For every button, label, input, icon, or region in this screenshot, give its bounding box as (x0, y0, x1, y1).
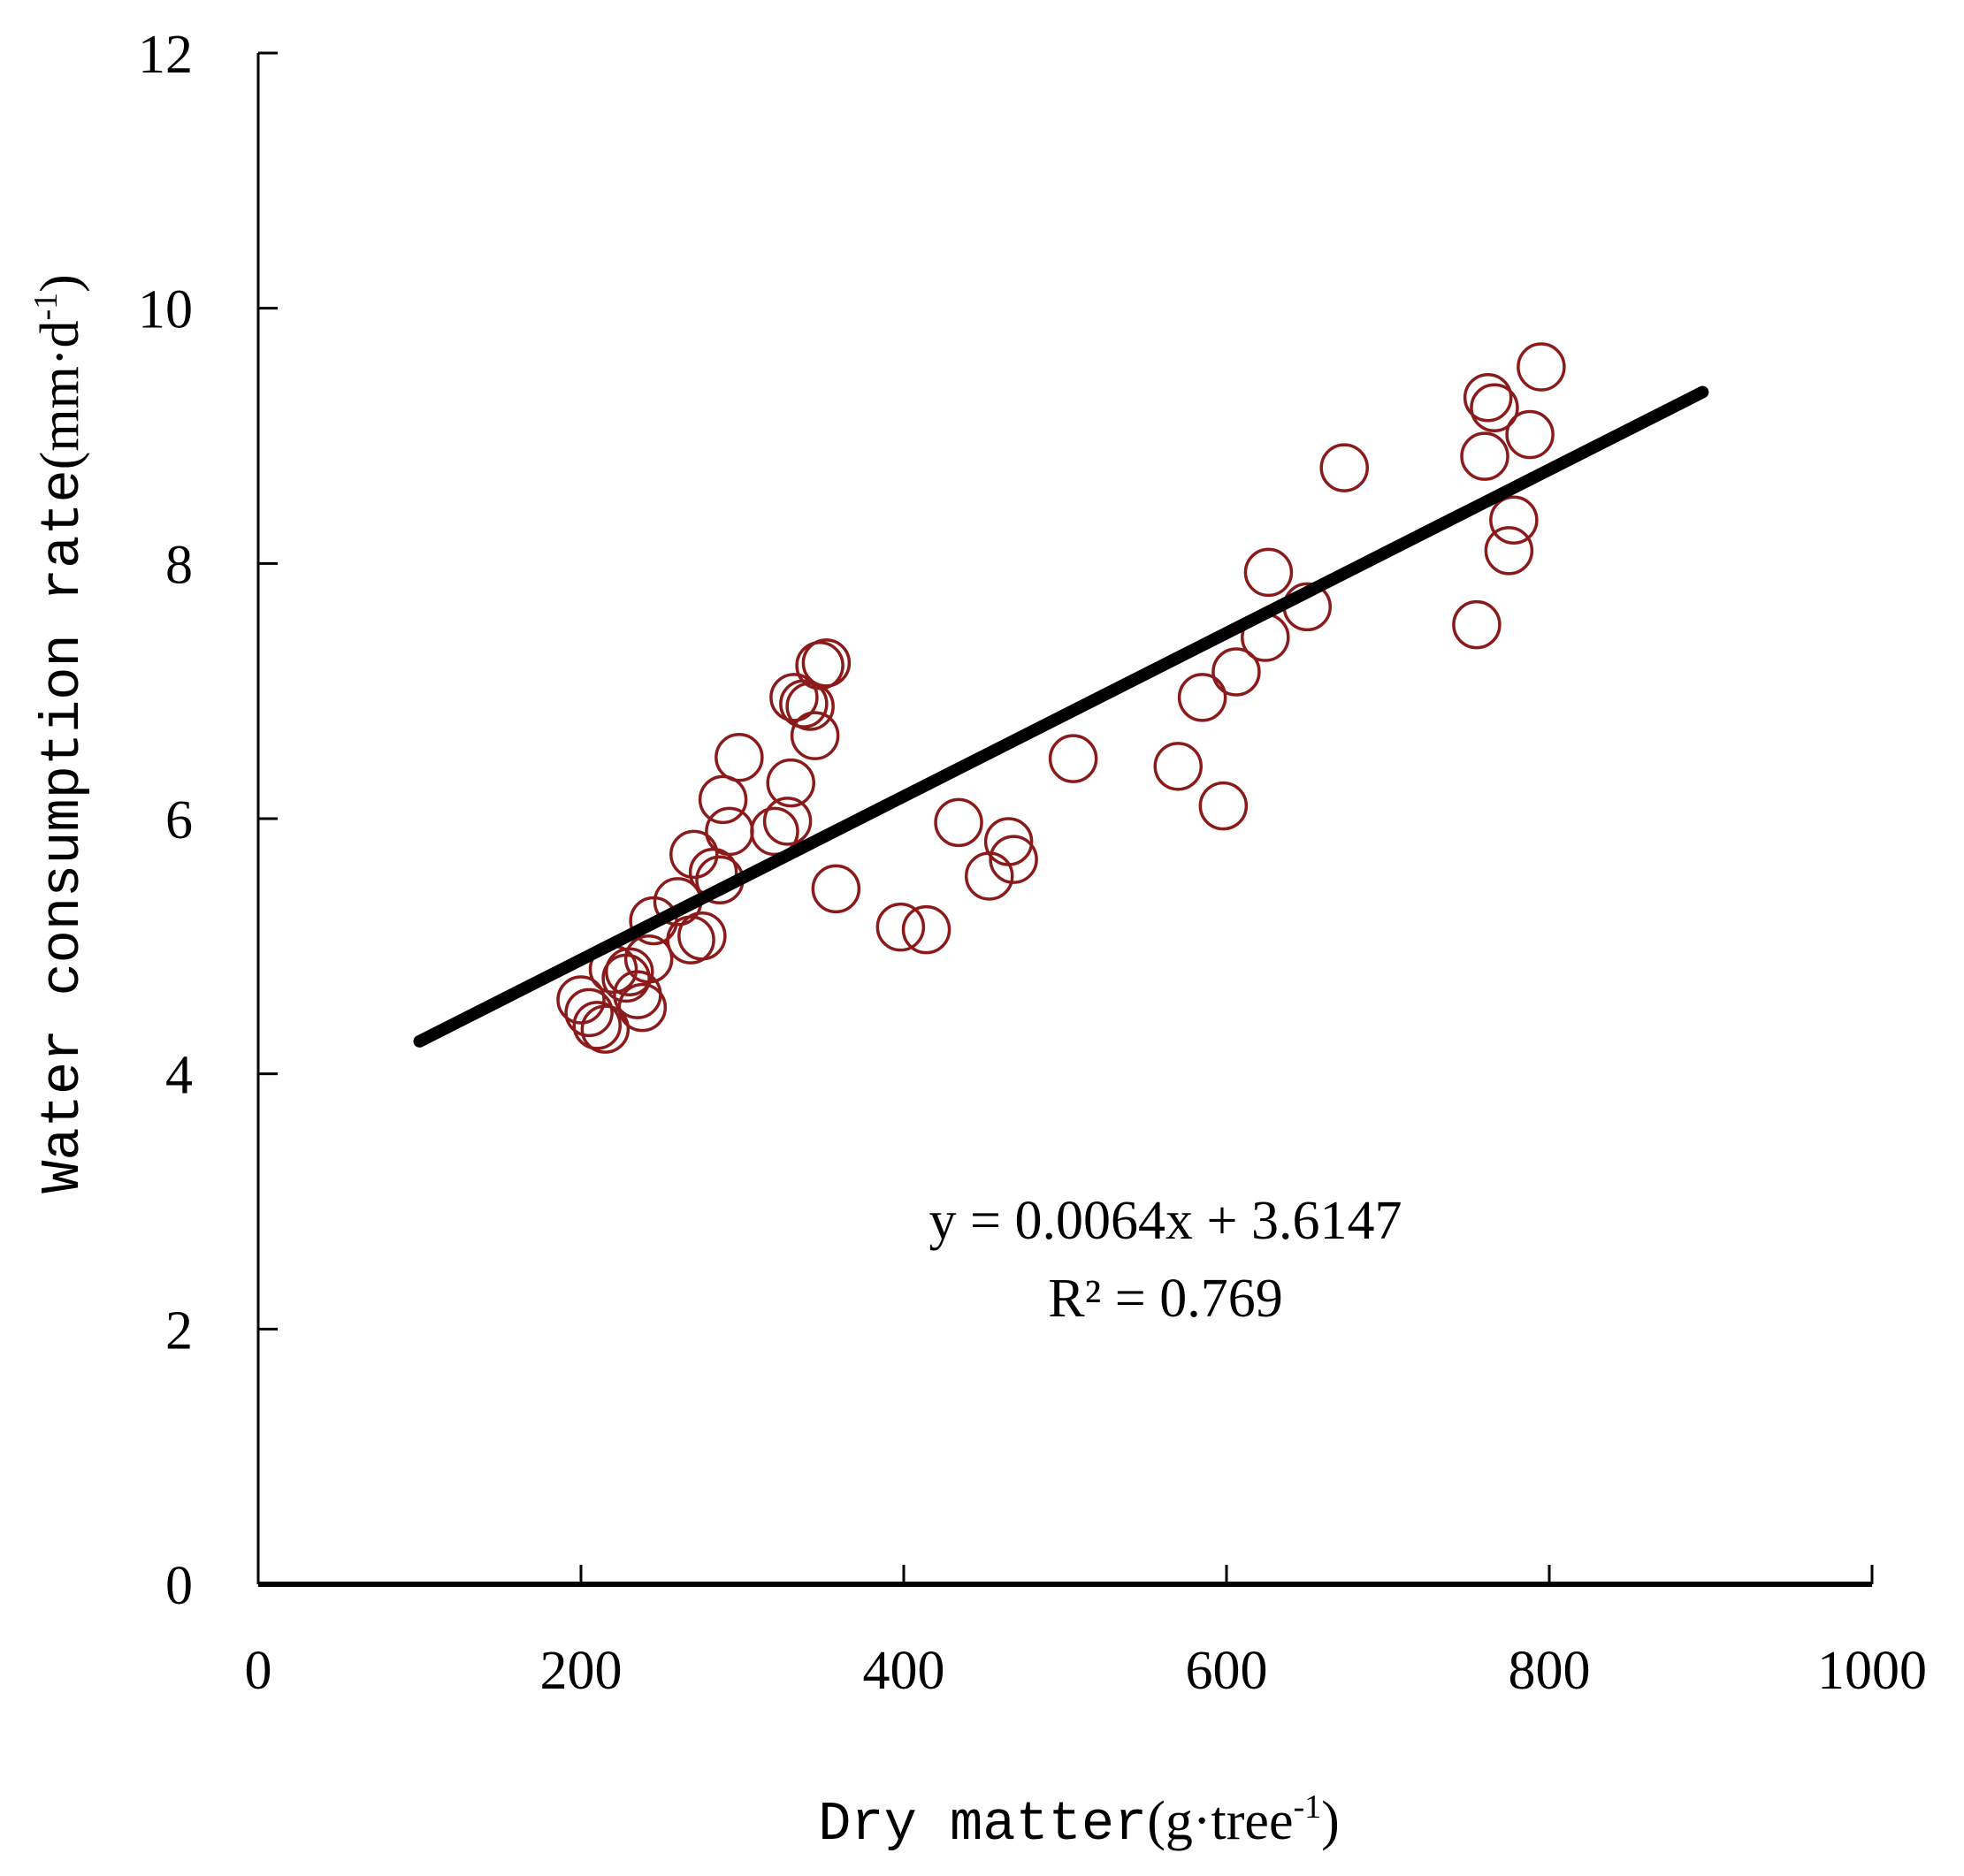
x-tick-label: 800 (1509, 1641, 1591, 1701)
y-tick-label: 4 (165, 1046, 193, 1106)
data-point (901, 904, 951, 955)
data-point (1460, 431, 1509, 481)
x-tick-label: 200 (540, 1641, 623, 1701)
data-point (1463, 372, 1513, 423)
x-axis-title-exponent: -1 (1293, 1788, 1321, 1826)
data-point (705, 806, 754, 857)
data-point (564, 988, 614, 1038)
x-axis-title-main: Dry matter (818, 1793, 1147, 1856)
y-axis-title-main: Water consumption rate (32, 469, 95, 1193)
data-point (580, 1004, 630, 1054)
axis-ticks: 0 2 4 6 8 10 12 0 200 400 600 800 1000 (138, 25, 1927, 1701)
data-point (1319, 443, 1369, 492)
data-point (1452, 599, 1502, 650)
data-point (934, 797, 983, 848)
x-tick-label: 400 (863, 1641, 945, 1701)
data-point (556, 975, 606, 1025)
trendline (413, 385, 1709, 1048)
x-tick-label: 600 (1186, 1641, 1268, 1701)
y-tick-label: 8 (165, 535, 193, 595)
data-point (750, 806, 799, 857)
data-point (811, 864, 861, 914)
data-point (1198, 781, 1249, 831)
data-point (623, 934, 674, 984)
axes (256, 53, 1872, 1587)
data-point (1177, 673, 1227, 722)
data-point (1489, 495, 1539, 545)
data-point (677, 911, 727, 961)
data-point (1517, 342, 1566, 392)
equation-annotation: y = 0.0064x + 3.6147 (929, 1191, 1402, 1251)
data-point (1243, 547, 1294, 598)
data-point (698, 774, 748, 825)
y-tick-label: 6 (165, 790, 193, 850)
x-tick-label: 1000 (1817, 1641, 1927, 1701)
data-point (1505, 409, 1555, 460)
y-tick-label: 10 (138, 280, 193, 340)
y-axis-title-exponent: -1 (27, 293, 65, 321)
data-point (1484, 526, 1534, 576)
data-point (669, 829, 719, 880)
data-point (762, 797, 813, 846)
data-points (556, 342, 1566, 1054)
y-tick-label: 0 (165, 1556, 193, 1616)
y-axis-title: Water consumption rate(mm·d-1) (27, 274, 95, 1193)
data-point (875, 902, 926, 952)
x-axis-title-unit: (g·tree (1147, 1791, 1293, 1851)
x-axis-title: Dry matter(g·tree-1) (818, 1788, 1340, 1856)
r-squared-annotation: R² = 0.769 (1048, 1269, 1282, 1329)
y-axis-title-unit: (mm·d (30, 321, 90, 470)
y-tick-label: 12 (138, 25, 193, 85)
data-point (1470, 383, 1519, 432)
data-point (572, 1001, 622, 1050)
data-point (983, 817, 1034, 866)
data-point (1153, 742, 1203, 791)
chart-labels: y = 0.0064x + 3.6147 R² = 0.769 Dry matt… (27, 274, 1402, 1856)
y-axis-title-close: ) (30, 274, 90, 293)
data-point (769, 673, 819, 722)
y-tick-label: 2 (165, 1300, 193, 1361)
trendline-group (413, 385, 1709, 1048)
data-point (989, 835, 1038, 884)
data-point (715, 732, 764, 782)
data-point (1211, 647, 1261, 697)
data-point (801, 638, 852, 688)
data-point (785, 682, 835, 731)
data-point (795, 641, 844, 690)
data-point (790, 711, 840, 760)
data-point (617, 982, 668, 1033)
x-axis-title-close: ) (1321, 1791, 1340, 1851)
x-tick-label: 0 (245, 1641, 272, 1701)
data-point (766, 758, 815, 808)
data-point (1048, 734, 1098, 783)
